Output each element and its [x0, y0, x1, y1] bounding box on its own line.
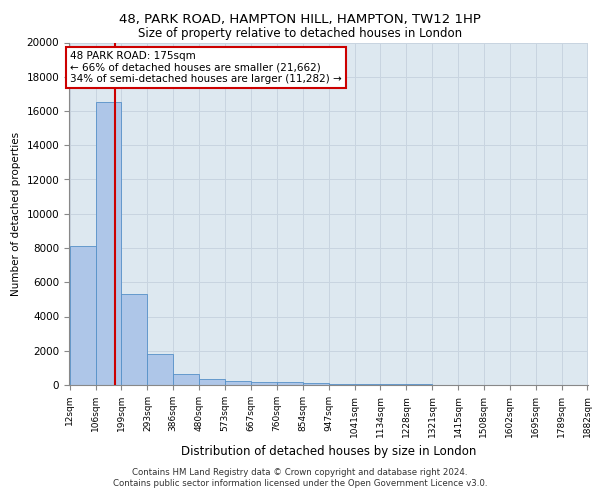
Bar: [406, 384, 432, 385]
X-axis label: Distribution of detached houses by size in London: Distribution of detached houses by size …: [181, 445, 476, 458]
Bar: [173, 374, 199, 385]
Bar: [121, 294, 148, 385]
Bar: [251, 382, 277, 385]
Text: 48, PARK ROAD, HAMPTON HILL, HAMPTON, TW12 1HP: 48, PARK ROAD, HAMPTON HILL, HAMPTON, TW…: [119, 12, 481, 26]
Bar: [380, 384, 406, 385]
Bar: [199, 379, 225, 385]
Bar: [225, 380, 251, 385]
Text: 48 PARK ROAD: 175sqm
← 66% of detached houses are smaller (21,662)
34% of semi-d: 48 PARK ROAD: 175sqm ← 66% of detached h…: [70, 51, 342, 84]
Bar: [95, 102, 121, 385]
Y-axis label: Number of detached properties: Number of detached properties: [11, 132, 21, 296]
Bar: [277, 382, 303, 385]
Bar: [148, 354, 173, 385]
Bar: [329, 384, 355, 385]
Text: Contains HM Land Registry data © Crown copyright and database right 2024.
Contai: Contains HM Land Registry data © Crown c…: [113, 468, 487, 487]
Bar: [70, 246, 95, 385]
Bar: [303, 383, 329, 385]
Bar: [355, 384, 380, 385]
Text: Size of property relative to detached houses in London: Size of property relative to detached ho…: [138, 28, 462, 40]
